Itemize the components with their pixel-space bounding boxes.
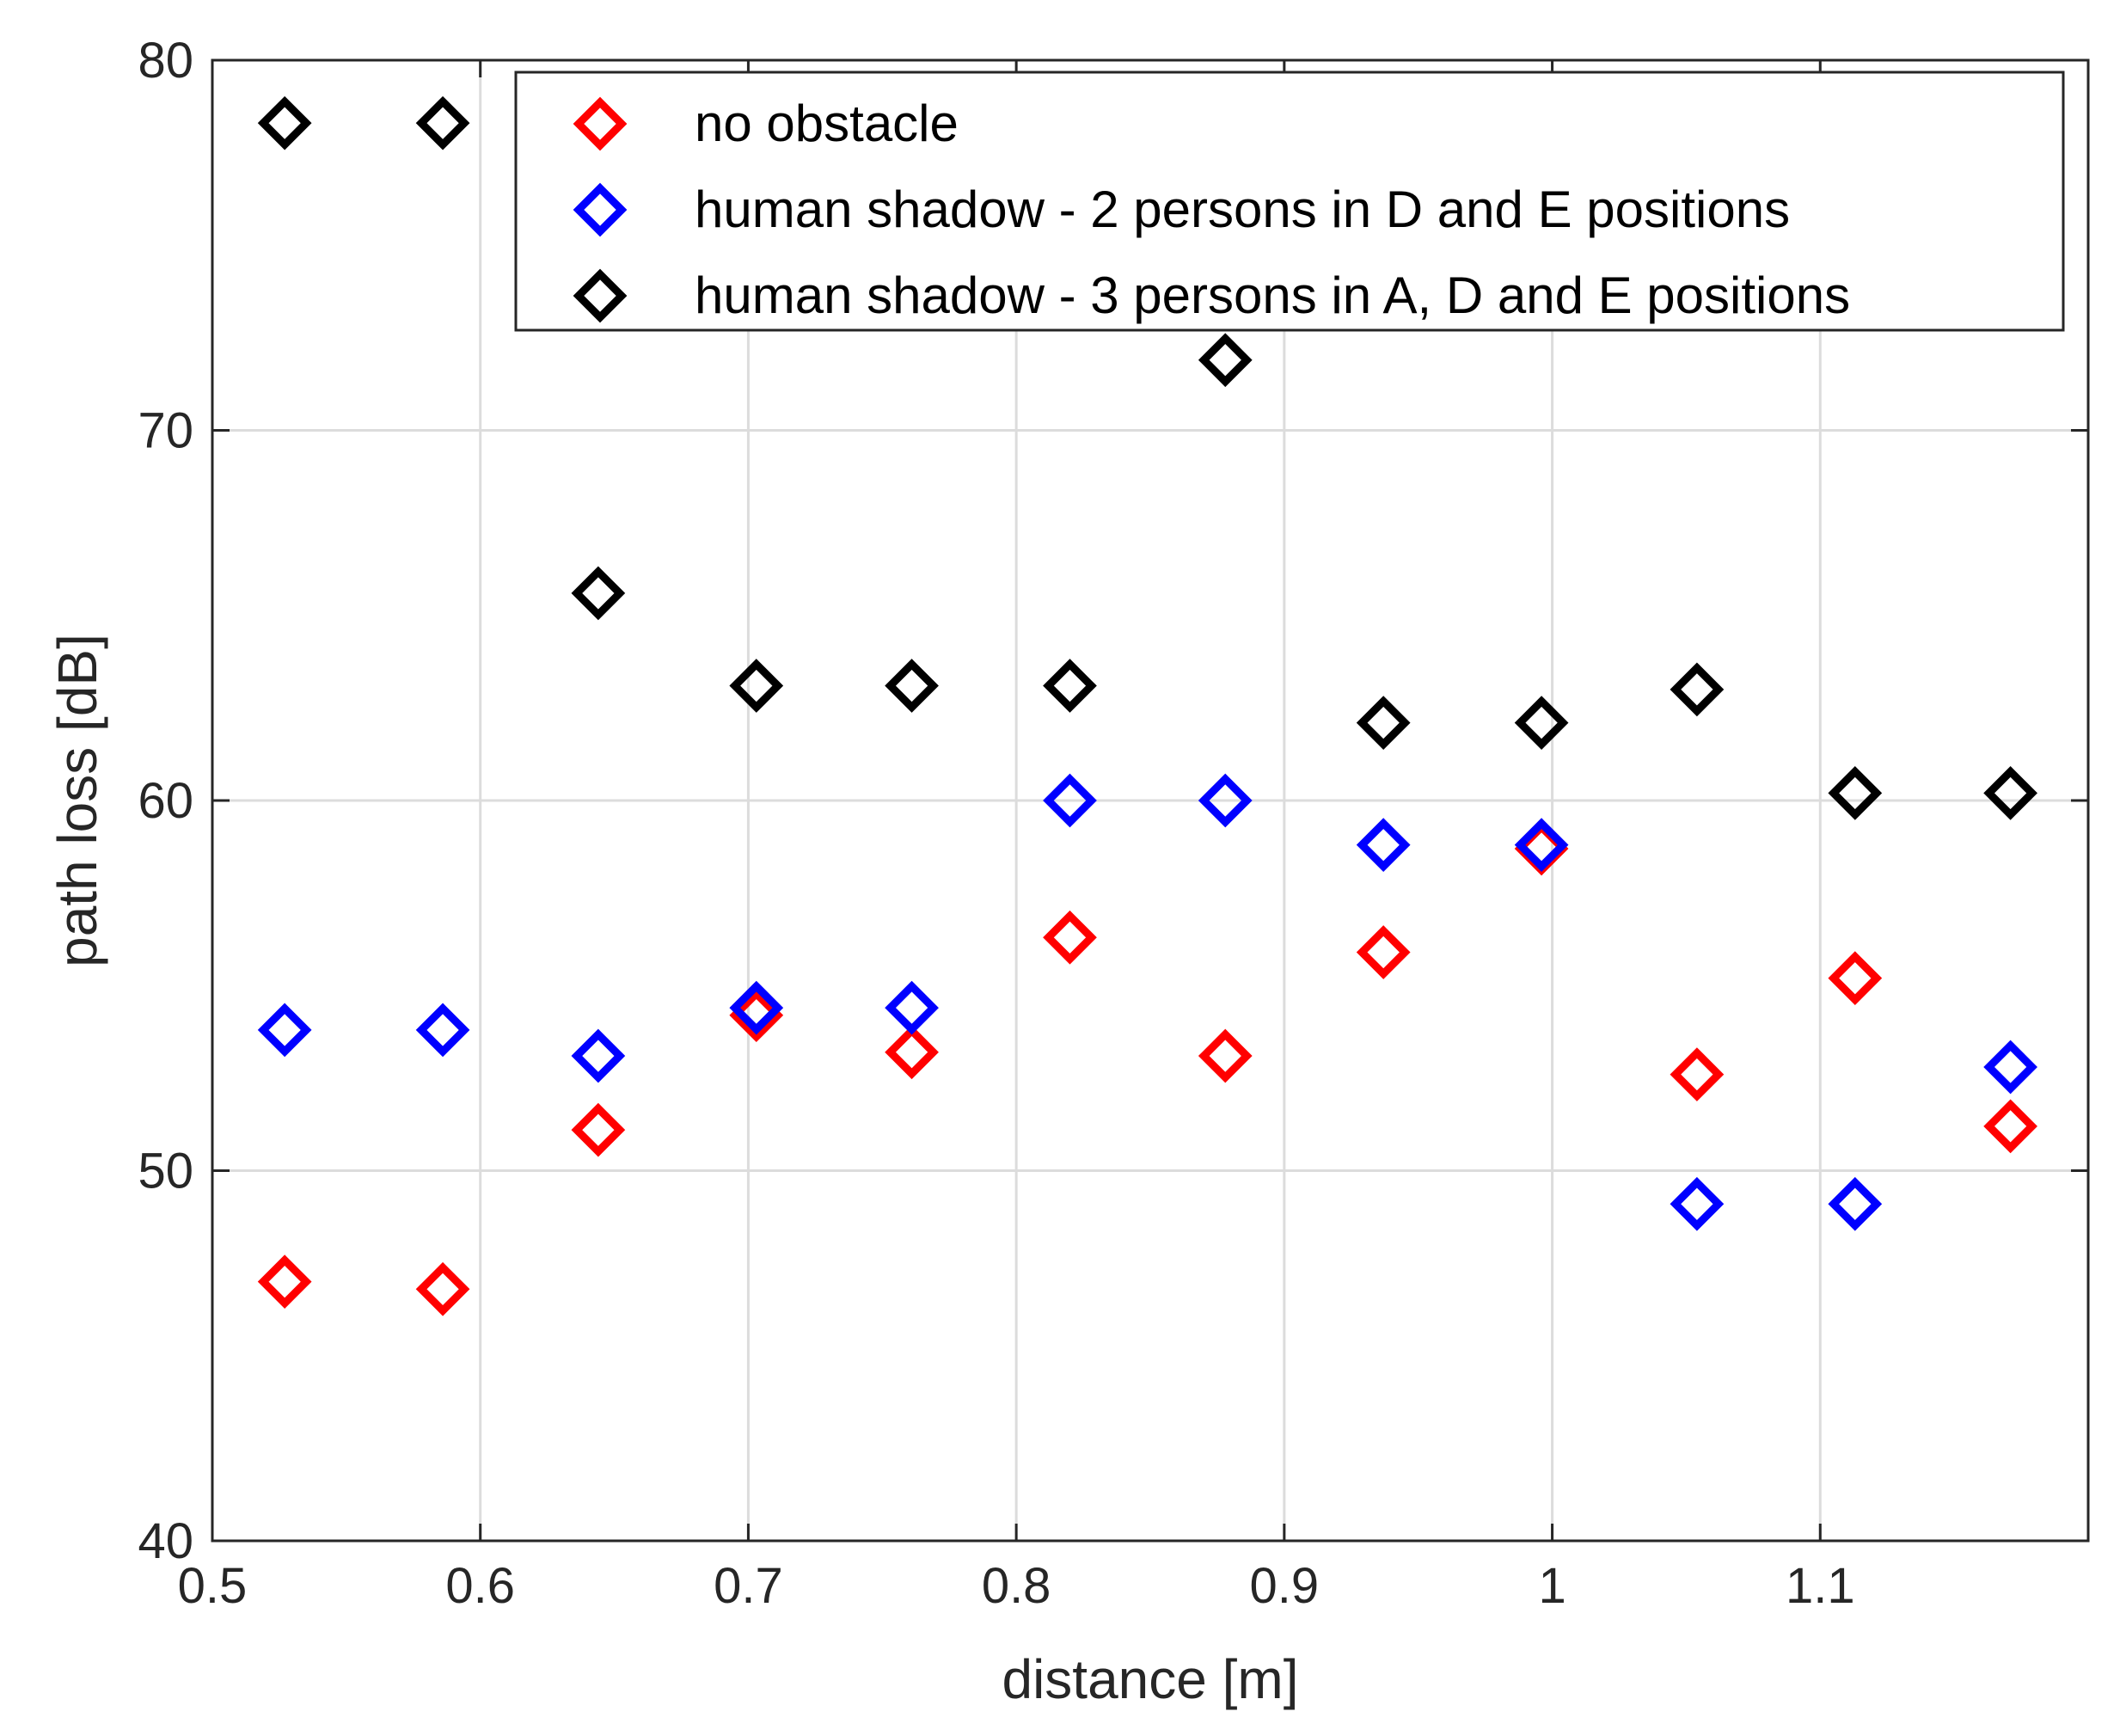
point-no-obstacle [1983, 1099, 2037, 1154]
point-two-persons [1198, 773, 1253, 828]
x-tick-label: 0.9 [1250, 1558, 1320, 1614]
point-three-persons [1983, 766, 2037, 820]
point-no-obstacle [1670, 1047, 1725, 1101]
legend: no obstacle human shadow - 2 persons in D… [514, 71, 2065, 332]
point-three-persons [415, 95, 470, 150]
point-no-obstacle [1828, 951, 1883, 1006]
y-tick-label: 50 [138, 1144, 193, 1199]
y-tick-label: 80 [138, 33, 193, 89]
point-no-obstacle [571, 1102, 626, 1157]
point-two-persons [415, 1003, 470, 1058]
y-axis-label: path loss [dB] [46, 634, 108, 967]
x-tick-label: 0.7 [714, 1558, 783, 1614]
point-no-obstacle [885, 1025, 939, 1080]
y-tick-label: 40 [138, 1513, 193, 1569]
point-two-persons [885, 980, 939, 1035]
point-two-persons [1670, 1176, 1725, 1231]
x-tick-label: 0.5 [178, 1558, 248, 1614]
point-two-persons [729, 980, 784, 1035]
legend-label-two-persons: human shadow - 2 persons in D and E posi… [695, 181, 1790, 238]
point-three-persons [1670, 662, 1725, 717]
legend-box [514, 71, 2065, 332]
point-no-obstacle [257, 1254, 312, 1310]
point-two-persons [1828, 1176, 1883, 1231]
point-three-persons [1043, 659, 1097, 713]
point-two-persons [1983, 1040, 2037, 1095]
point-three-persons [257, 95, 312, 150]
point-no-obstacle [415, 1261, 470, 1316]
y-tick-label: 60 [138, 773, 193, 829]
point-no-obstacle [1356, 925, 1411, 979]
legend-label-no-obstacle: no obstacle [695, 95, 959, 152]
point-no-obstacle [729, 988, 784, 1043]
x-tick-label: 1.1 [1786, 1558, 1855, 1614]
point-no-obstacle [1198, 1028, 1253, 1083]
point-three-persons [1356, 696, 1411, 750]
x-tick-label: 1 [1538, 1558, 1565, 1614]
legend-marker-two-persons [573, 182, 628, 237]
point-three-persons [729, 659, 784, 713]
point-three-persons [1828, 766, 1883, 820]
axes: 0.5 0.6 0.7 0.8 0.9 1 1.1 40 50 60 70 80 [138, 33, 2090, 1614]
data-markers [257, 95, 2037, 1316]
point-no-obstacle [1043, 910, 1097, 965]
point-two-persons [571, 1028, 626, 1083]
point-three-persons [571, 566, 626, 621]
point-three-persons [1198, 333, 1253, 388]
point-three-persons [885, 659, 939, 713]
point-three-persons [1514, 696, 1569, 750]
legend-label-three-persons: human shadow - 3 persons in A, D and E p… [695, 267, 1850, 324]
legend-marker-no-obstacle [573, 96, 628, 151]
point-two-persons [1356, 818, 1411, 873]
y-tick-label: 70 [138, 403, 193, 459]
point-two-persons [1514, 818, 1569, 873]
x-tick-label: 0.6 [445, 1558, 515, 1614]
point-two-persons [257, 1003, 312, 1058]
point-two-persons [1043, 773, 1097, 828]
x-axis-label: distance [m] [1002, 1648, 1298, 1710]
legend-marker-three-persons [573, 268, 628, 323]
x-tick-label: 0.8 [982, 1558, 1051, 1614]
